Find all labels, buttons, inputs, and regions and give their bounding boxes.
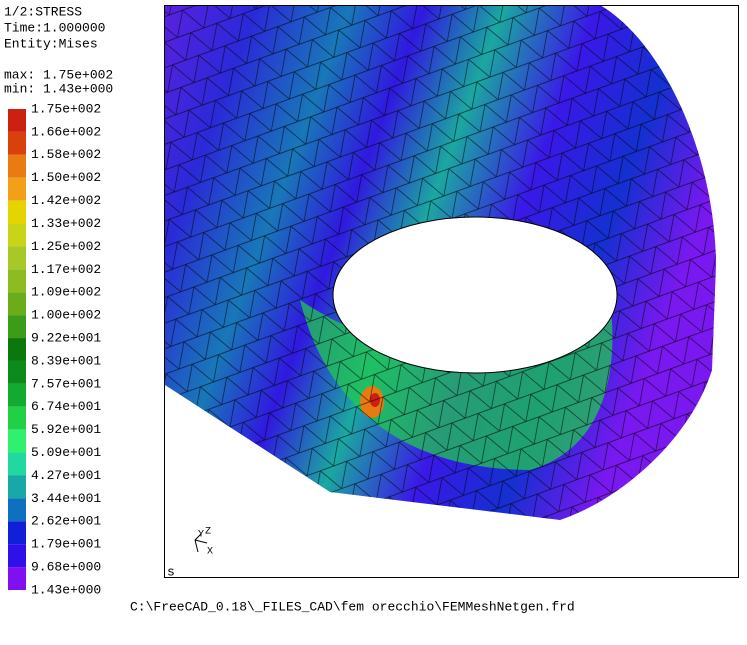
legend-label: 1.75e+002	[31, 101, 101, 116]
legend-swatch	[8, 292, 26, 316]
dataset-label: 1/2:STRESS	[4, 4, 82, 19]
axis-triad: Y Z X	[194, 527, 213, 558]
legend-label: 2.62e+001	[31, 514, 101, 529]
legend-label: 9.68e+000	[31, 560, 101, 575]
entity-label: Entity:Mises	[4, 36, 98, 51]
min-label: min: 1.43e+000	[4, 81, 113, 96]
color-legend: 1.75e+002 1.66e+002 1.58e+002 1.50e+002 1.42…	[8, 101, 101, 597]
legend-label: 1.17e+002	[31, 262, 101, 277]
legend-label: 3.44e+001	[31, 491, 101, 506]
legend-swatch	[8, 567, 26, 590]
legend-swatch	[8, 223, 26, 247]
legend-swatch	[8, 475, 26, 499]
legend-swatch	[8, 452, 26, 476]
legend-label: 1.66e+002	[31, 124, 101, 139]
legend-label: 6.74e+001	[31, 399, 101, 414]
viewport-corner: s	[167, 564, 175, 579]
legend-label: 1.79e+001	[31, 537, 101, 552]
legend-swatch	[8, 109, 26, 132]
legend-swatch	[8, 429, 26, 453]
legend-swatch	[8, 269, 26, 293]
legend-swatch	[8, 406, 26, 430]
legend-label: 1.50e+002	[31, 170, 101, 185]
axis-label: Y	[198, 530, 204, 541]
legend-label: 1.43e+000	[31, 582, 101, 597]
legend-swatch	[8, 544, 26, 568]
legend-swatch	[8, 131, 26, 155]
legend-swatch	[8, 521, 26, 545]
legend-label: 1.09e+002	[31, 285, 101, 300]
legend-swatch	[8, 338, 26, 361]
legend-label: 9.22e+001	[31, 330, 101, 345]
legend-swatch	[8, 383, 26, 407]
legend-label: 1.58e+002	[31, 147, 101, 162]
legend-label: 7.57e+001	[31, 376, 101, 391]
axis-label: Z	[205, 527, 211, 538]
legend-label: 4.27e+001	[31, 468, 101, 483]
hole	[332, 216, 618, 374]
legend-label: 5.09e+001	[31, 445, 101, 460]
legend-swatch	[8, 498, 26, 522]
legend-label: 1.00e+002	[31, 308, 101, 323]
legend-swatch	[8, 200, 26, 224]
legend-swatch	[8, 177, 26, 201]
file-path: C:\FreeCAD_0.18\_FILES_CAD\fem orecchio\…	[130, 599, 575, 614]
legend-swatch	[8, 360, 26, 384]
max-label: max: 1.75e+002	[4, 67, 113, 82]
legend-label: 1.25e+002	[31, 239, 101, 254]
legend-label: 8.39e+001	[31, 353, 101, 368]
time-label: Time:1.000000	[4, 20, 105, 35]
legend-swatch	[8, 154, 26, 178]
legend-swatch	[8, 246, 26, 270]
legend-swatch	[8, 315, 26, 339]
legend-label: 5.92e+001	[31, 422, 101, 437]
model	[165, 6, 716, 520]
axis-label: X	[207, 547, 213, 558]
legend-label: 1.33e+002	[31, 216, 101, 231]
legend-label: 1.42e+002	[31, 193, 101, 208]
